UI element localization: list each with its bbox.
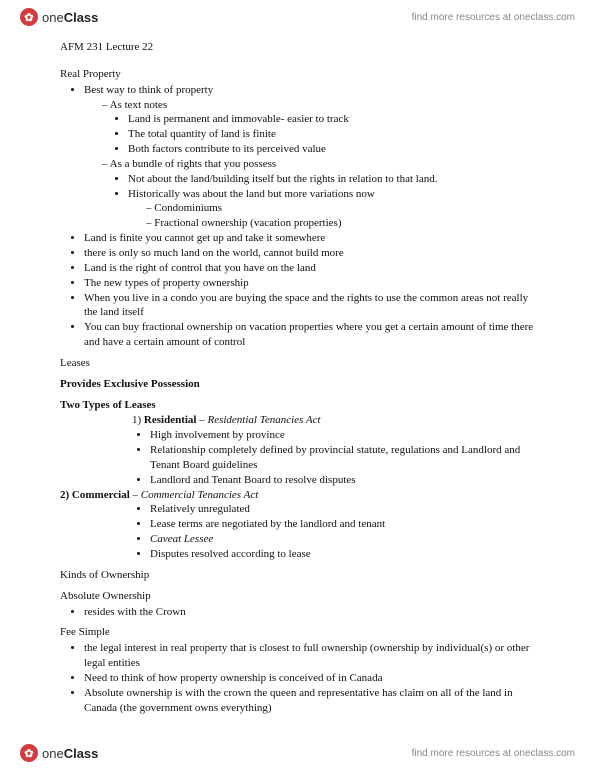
- section-leases: Leases: [60, 356, 535, 371]
- logo-mark-icon: ✿: [20, 744, 38, 762]
- brand-logo-footer: ✿ oneClass: [20, 744, 98, 762]
- brand-name-footer: oneClass: [42, 746, 98, 761]
- list-item: Historically was about the land but more…: [128, 187, 535, 232]
- text: Historically was about the land but more…: [128, 188, 375, 200]
- list-item: Absolute ownership is with the crown the…: [84, 686, 535, 716]
- list-item: Land is permanent and immovable- easier …: [128, 112, 535, 127]
- list-item: the legal interest in real property that…: [84, 641, 535, 671]
- list-com: Relatively unregulated Lease terms are n…: [60, 502, 535, 561]
- resources-link-top[interactable]: find more resources at oneclass.com: [412, 12, 575, 23]
- list-main: Best way to think of property As text no…: [60, 83, 535, 350]
- lease-com-act: – Commercial Tenancies Act: [130, 489, 259, 501]
- section-absolute: Absolute Ownership: [60, 589, 535, 604]
- list-item: When you live in a condo you are buying …: [84, 291, 535, 321]
- list-item: Disputes resolved according to lease: [150, 547, 535, 562]
- logo-mark-icon: ✿: [20, 8, 38, 26]
- page-footer: ✿ oneClass find more resources at onecla…: [0, 736, 595, 770]
- section-two-types: Two Types of Leases: [60, 398, 535, 413]
- text: Best way to think of property: [84, 84, 213, 96]
- list-item: As text notes Land is permanent and immo…: [102, 98, 535, 157]
- list-item: Relationship completely defined by provi…: [150, 443, 535, 473]
- lease-commercial: 2) Commercial – Commercial Tenancies Act: [60, 488, 535, 503]
- list-item: Land is the right of control that you ha…: [84, 261, 535, 276]
- list-item: Landlord and Tenant Board to resolve dis…: [150, 473, 535, 488]
- lease-com-label: Commercial: [72, 489, 130, 501]
- list-item: Fractional ownership (vacation propertie…: [146, 216, 535, 231]
- list-item: As a bundle of rights that you possess N…: [102, 157, 535, 231]
- list-item: resides with the Crown: [84, 605, 535, 620]
- text: As a bundle of rights that you possess: [110, 158, 277, 170]
- brand-name-part2: Class: [64, 10, 99, 25]
- section-fee: Fee Simple: [60, 625, 535, 640]
- list-item: Best way to think of property As text no…: [84, 83, 535, 231]
- lease-residential: 1) Residential – Residential Tenancies A…: [60, 413, 535, 428]
- section-real-property: Real Property: [60, 67, 535, 82]
- document-body: AFM 231 Lecture 22 Real Property Best wa…: [60, 40, 535, 730]
- list-item: The total quantity of land is finite: [128, 127, 535, 142]
- list-item: Relatively unregulated: [150, 502, 535, 517]
- doc-title: AFM 231 Lecture 22: [60, 40, 535, 55]
- text: As text notes: [110, 99, 167, 111]
- lease-com-prefix: 2): [60, 489, 72, 501]
- brand-name-part1: one: [42, 746, 64, 761]
- list-item: High involvement by province: [150, 428, 535, 443]
- lease-res-act: – Residential Tenancies Act: [196, 414, 320, 426]
- brand-name-part1: one: [42, 10, 64, 25]
- list-item: Both factors contribute to its perceived…: [128, 142, 535, 157]
- list-item: there is only so much land on the world,…: [84, 246, 535, 261]
- list-item: Condominiums: [146, 201, 535, 216]
- list-item: Caveat Lessee: [150, 532, 535, 547]
- list-fee: the legal interest in real property that…: [60, 641, 535, 715]
- list-item: Need to think of how property ownership …: [84, 671, 535, 686]
- lease-res-label: Residential: [144, 414, 197, 426]
- list-item: The new types of property ownership: [84, 276, 535, 291]
- brand-logo: ✿ oneClass: [20, 8, 98, 26]
- list-item: Lease terms are negotiated by the landlo…: [150, 517, 535, 532]
- brand-name: oneClass: [42, 10, 98, 25]
- list-item: You can buy fractional ownership on vaca…: [84, 320, 535, 350]
- brand-name-part2: Class: [64, 746, 99, 761]
- list-item: Land is finite you cannot get up and tak…: [84, 231, 535, 246]
- list-res: High involvement by province Relationshi…: [60, 428, 535, 487]
- section-provides: Provides Exclusive Possession: [60, 377, 535, 392]
- list-abs: resides with the Crown: [60, 605, 535, 620]
- list-item: Not about the land/building itself but t…: [128, 172, 535, 187]
- page-header: ✿ oneClass find more resources at onecla…: [0, 0, 595, 34]
- section-kinds: Kinds of Ownership: [60, 568, 535, 583]
- resources-link-bottom[interactable]: find more resources at oneclass.com: [412, 748, 575, 759]
